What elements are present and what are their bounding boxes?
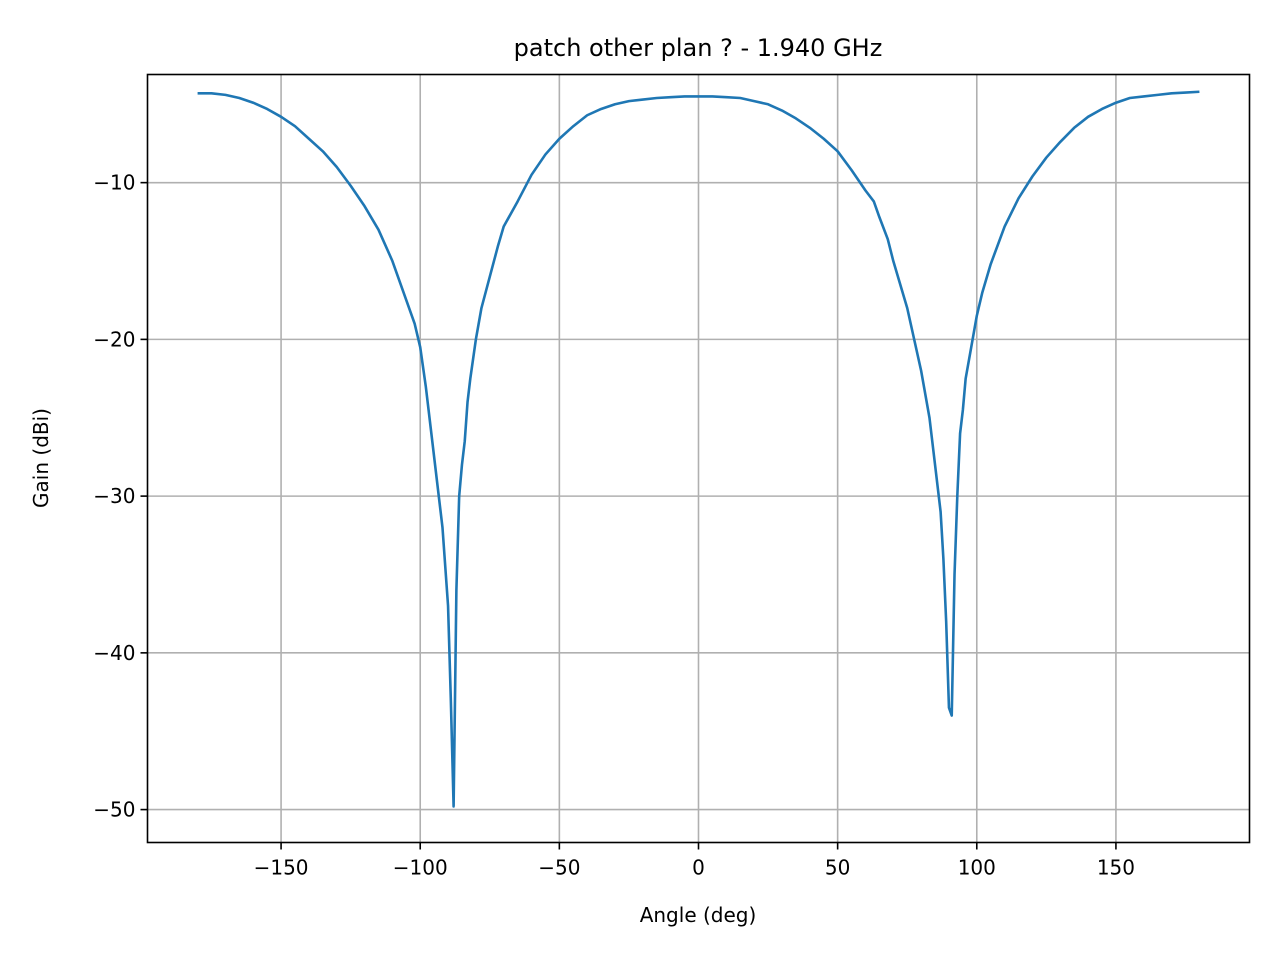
chart-title: patch other plan ? - 1.940 GHz: [514, 34, 883, 62]
x-tick-label: −50: [538, 856, 580, 880]
y-tick-label: −40: [93, 641, 135, 665]
y-tick-label: −50: [93, 798, 135, 822]
y-tick-label: −20: [93, 327, 135, 351]
gain-series-line: [197, 90, 1200, 808]
x-tick-label: 0: [692, 856, 705, 880]
x-tick-label: 150: [1097, 856, 1135, 880]
y-axis-label: Gain (dBi): [29, 408, 53, 508]
x-axis-label: Angle (deg): [640, 903, 757, 927]
y-tick-label: −10: [93, 171, 135, 195]
x-tick-label: 100: [958, 856, 996, 880]
x-tick-label: −100: [393, 856, 448, 880]
axis-ticks: −150 −100 −50 0 50 100 150 −10 −20 −30 −40 −50: [93, 171, 1135, 880]
grid: [147, 74, 1250, 843]
y-tick-label: −30: [93, 484, 135, 508]
x-tick-label: 50: [825, 856, 850, 880]
x-tick-label: −150: [254, 856, 309, 880]
